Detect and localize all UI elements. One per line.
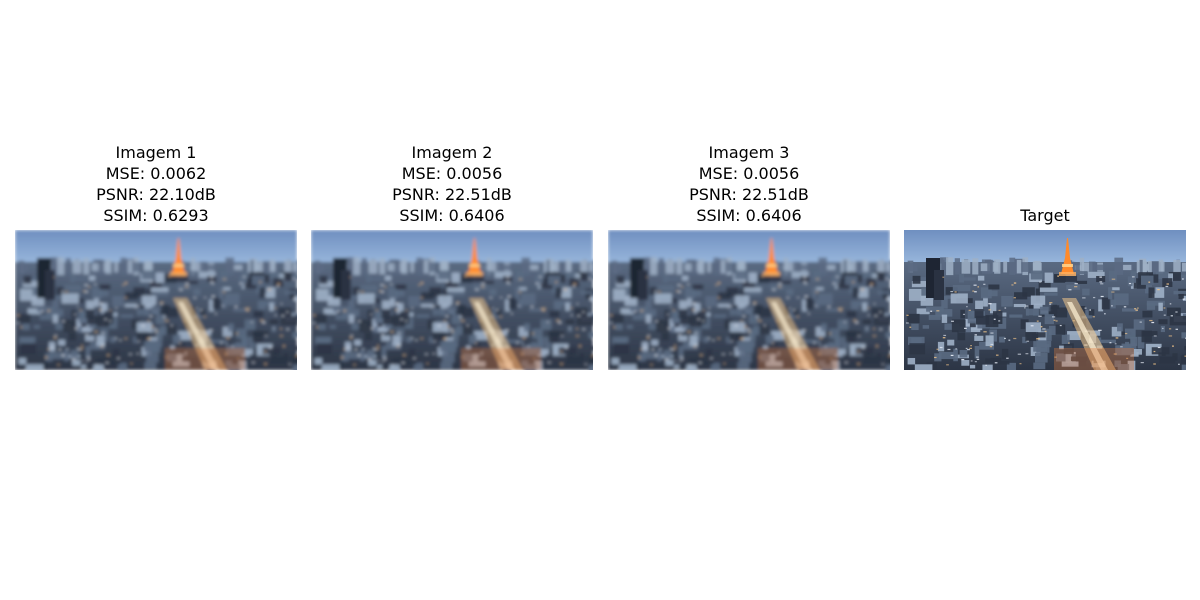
- panel-title: Imagem 3: [708, 143, 790, 162]
- cityscape-photo: [15, 230, 297, 370]
- mse-label: MSE: 0.0056: [401, 164, 503, 183]
- cityscape-photo: [904, 230, 1186, 370]
- panel-imagem-1: Imagem 1 MSE: 0.0062 PSNR: 22.10dB SSIM:…: [15, 0, 297, 600]
- panel-title-block: Imagem 3 MSE: 0.0056 PSNR: 22.51dB SSIM:…: [608, 142, 890, 226]
- panel-title: Imagem 2: [411, 143, 493, 162]
- cityscape-image: [608, 230, 890, 370]
- ssim-label: SSIM: 0.6406: [399, 206, 505, 225]
- panel-title: Target: [1020, 206, 1070, 225]
- panel-title: Imagem 1: [115, 143, 197, 162]
- cityscape-photo: [311, 230, 593, 370]
- psnr-label: PSNR: 22.10dB: [96, 185, 216, 204]
- mse-label: MSE: 0.0056: [698, 164, 800, 183]
- panel-imagem-3: Imagem 3 MSE: 0.0056 PSNR: 22.51dB SSIM:…: [608, 0, 890, 600]
- ssim-label: SSIM: 0.6293: [103, 206, 209, 225]
- panel-imagem-2: Imagem 2 MSE: 0.0056 PSNR: 22.51dB SSIM:…: [311, 0, 593, 600]
- psnr-label: PSNR: 22.51dB: [689, 185, 809, 204]
- panel-title-block: Imagem 2 MSE: 0.0056 PSNR: 22.51dB SSIM:…: [311, 142, 593, 226]
- cityscape-image: [311, 230, 593, 370]
- mse-label: MSE: 0.0062: [105, 164, 207, 183]
- cityscape-image: [904, 230, 1186, 370]
- panel-title-block: Imagem 1 MSE: 0.0062 PSNR: 22.10dB SSIM:…: [15, 142, 297, 226]
- panel-title-block: Target: [904, 205, 1186, 226]
- ssim-label: SSIM: 0.6406: [696, 206, 802, 225]
- cityscape-photo: [608, 230, 890, 370]
- psnr-label: PSNR: 22.51dB: [392, 185, 512, 204]
- panel-target: Target: [904, 0, 1186, 600]
- cityscape-image: [15, 230, 297, 370]
